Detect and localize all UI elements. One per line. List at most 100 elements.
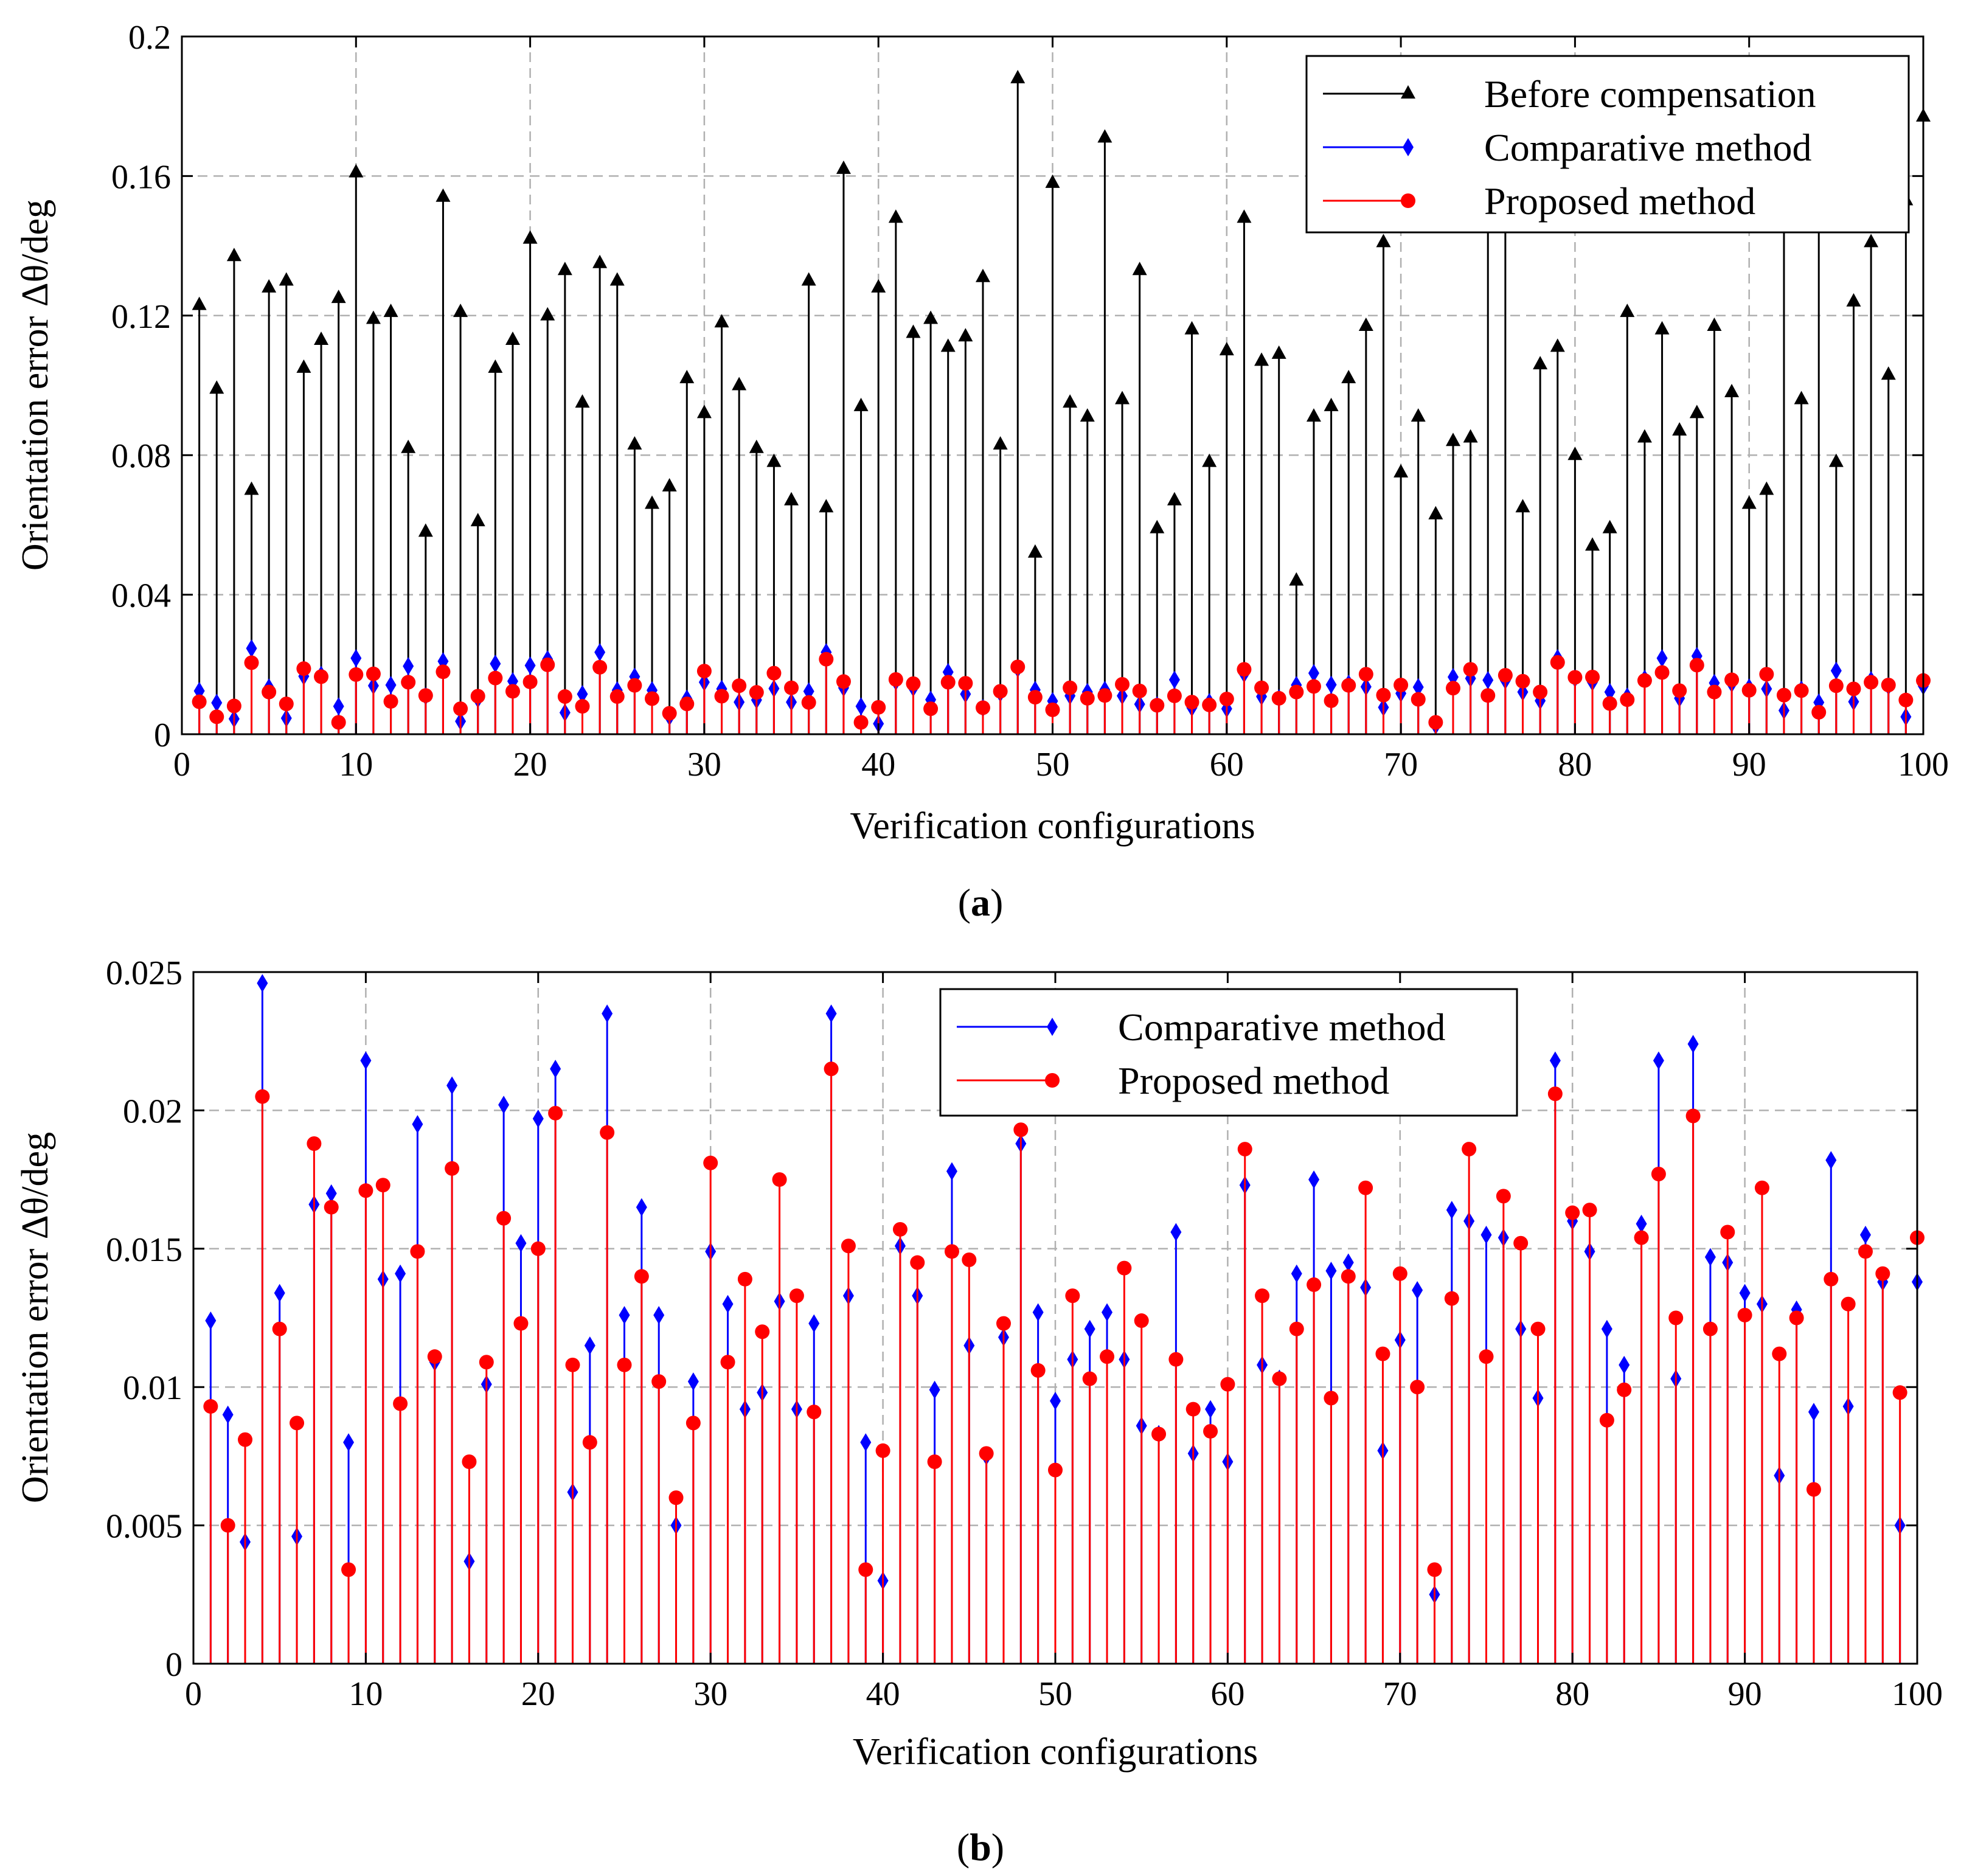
x-tick-label: 40	[866, 1675, 900, 1713]
data-point	[858, 1562, 873, 1577]
data-point	[1150, 698, 1165, 713]
data-point	[1392, 1266, 1407, 1281]
data-point	[703, 1155, 718, 1170]
data-point	[1045, 702, 1060, 717]
y-axis-label: Orientation error Δθ/deg	[15, 200, 56, 571]
legend-label: Proposed method	[1118, 1059, 1389, 1102]
data-point	[855, 697, 867, 716]
data-point	[1341, 1269, 1356, 1284]
data-point	[1167, 688, 1182, 703]
data-point	[609, 272, 625, 286]
series-proposed-method	[203, 1061, 1925, 1664]
y-tick-label: 0.005	[106, 1508, 182, 1546]
data-point	[772, 1172, 787, 1187]
x-tick-label: 60	[1210, 1675, 1244, 1713]
data-point	[1237, 209, 1252, 223]
data-point	[244, 481, 259, 495]
data-point	[1255, 1288, 1270, 1304]
data-point	[1565, 1205, 1580, 1220]
y-tick-label: 0.01	[123, 1369, 182, 1407]
data-point	[1117, 1260, 1132, 1276]
data-point	[565, 1357, 580, 1372]
data-point	[996, 1316, 1011, 1331]
x-tick-label: 70	[1384, 746, 1418, 783]
data-point	[801, 272, 816, 286]
data-point	[1291, 1264, 1302, 1283]
data-point	[653, 1305, 665, 1324]
data-point	[1219, 342, 1234, 356]
data-point	[1013, 1122, 1029, 1138]
data-point	[1480, 688, 1496, 703]
legend: Comparative method Proposed method	[939, 988, 1518, 1117]
data-point	[296, 661, 311, 676]
data-point	[714, 689, 729, 704]
data-point	[505, 331, 520, 345]
data-point	[1237, 662, 1252, 677]
data-point	[1358, 1180, 1373, 1195]
data-point	[1825, 1151, 1837, 1170]
data-point	[366, 310, 381, 324]
data-point	[1547, 1086, 1563, 1102]
data-point	[1463, 429, 1478, 443]
x-tick-label: 40	[861, 746, 895, 783]
caption-b: (b)	[957, 1826, 1004, 1869]
data-point	[1654, 665, 1670, 680]
y-tick-label: 0.2	[128, 19, 171, 57]
data-point	[634, 1269, 649, 1284]
data-point	[1602, 519, 1617, 533]
data-point	[1881, 366, 1896, 380]
data-point	[1617, 1382, 1632, 1397]
data-point	[1806, 1482, 1821, 1497]
x-tick-label: 50	[1036, 746, 1070, 783]
data-point	[211, 693, 223, 712]
data-point	[257, 974, 268, 993]
data-point	[1027, 544, 1043, 558]
data-point	[940, 675, 956, 690]
data-point	[1687, 1035, 1699, 1054]
data-point	[722, 1294, 734, 1313]
data-point	[244, 655, 259, 670]
data-point	[801, 695, 816, 710]
y-tick-label: 0.02	[123, 1093, 182, 1130]
data-point	[1513, 1235, 1529, 1251]
data-point	[645, 495, 660, 509]
data-point	[749, 439, 764, 453]
data-point	[645, 691, 660, 706]
data-point	[1898, 692, 1914, 707]
data-point	[1307, 1277, 1322, 1292]
data-point	[1794, 391, 1809, 405]
data-point	[479, 1355, 494, 1370]
data-point	[1637, 673, 1652, 688]
data-point	[696, 405, 712, 419]
data-point	[975, 268, 990, 282]
data-point	[1115, 391, 1130, 405]
data-point	[1394, 464, 1409, 478]
data-point	[1080, 690, 1095, 706]
data-point	[749, 685, 764, 700]
data-point	[401, 675, 416, 690]
data-point	[944, 1244, 959, 1259]
data-point	[1776, 687, 1791, 703]
data-point	[617, 1357, 632, 1372]
data-point	[1654, 321, 1670, 335]
data-point	[1841, 1296, 1856, 1311]
data-point	[360, 1051, 372, 1070]
data-point	[1720, 1225, 1735, 1240]
data-point	[1271, 690, 1286, 706]
data-point	[1828, 453, 1844, 467]
data-point	[1530, 1321, 1546, 1336]
data-point	[205, 1311, 217, 1330]
data-point	[1585, 537, 1600, 551]
data-point	[1048, 1462, 1063, 1478]
data-point	[557, 689, 572, 704]
data-point	[445, 1161, 460, 1176]
x-tick-label: 10	[339, 746, 373, 783]
data-point	[522, 674, 538, 689]
data-point	[515, 1234, 527, 1252]
data-point	[1496, 1189, 1511, 1204]
series-before-compensation	[192, 69, 1931, 734]
data-point	[687, 1372, 699, 1391]
legend-item: Comparative method	[1323, 126, 1812, 169]
data-point	[1672, 683, 1687, 698]
data-point	[732, 678, 747, 693]
